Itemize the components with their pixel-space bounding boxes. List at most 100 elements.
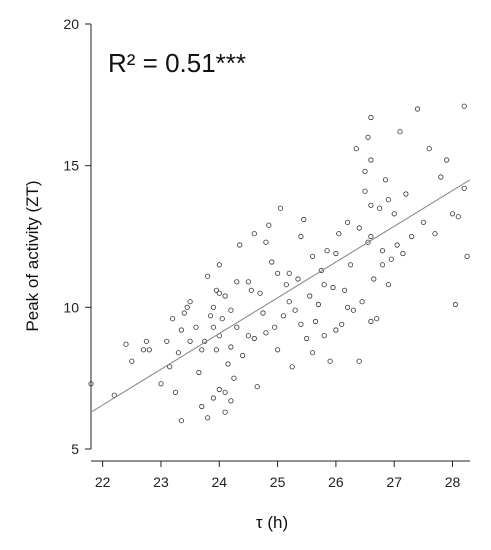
data-point (231, 375, 237, 381)
data-point (307, 293, 313, 299)
data-point (403, 191, 409, 197)
x-tick-label: 23 (153, 474, 169, 490)
data-point (385, 282, 391, 288)
data-point (178, 418, 184, 424)
data-point (350, 307, 356, 313)
data-point (420, 219, 426, 225)
data-point (301, 216, 307, 223)
r-squared-annotation: R² = 0.51*** (108, 48, 246, 78)
data-point (426, 146, 432, 152)
data-point (158, 381, 164, 387)
data-point (222, 409, 228, 415)
data-point (277, 205, 284, 211)
regression-line (90, 179, 471, 413)
data-point (362, 168, 368, 174)
data-point (376, 205, 383, 211)
data-point (280, 313, 286, 319)
data-point (260, 310, 266, 316)
data-point (347, 262, 354, 268)
data-point (199, 347, 205, 353)
data-point (321, 333, 327, 339)
data-point (123, 341, 129, 347)
data-point (184, 304, 190, 310)
data-point (309, 350, 316, 356)
data-point (237, 242, 243, 248)
data-point (234, 324, 240, 330)
data-point (356, 358, 362, 364)
data-point (289, 364, 295, 370)
data-point (330, 284, 336, 291)
data-point (170, 316, 176, 322)
data-point (199, 403, 205, 410)
data-point (248, 287, 254, 293)
data-point (368, 318, 374, 325)
data-point (409, 233, 415, 240)
data-point (222, 293, 228, 299)
data-point (333, 250, 339, 257)
data-point (245, 279, 251, 285)
data-point (374, 316, 380, 322)
data-point (286, 299, 292, 305)
data-point (216, 262, 222, 268)
y-tick-label: 15 (63, 158, 79, 174)
data-point (353, 146, 359, 152)
data-point (336, 231, 342, 237)
data-point (385, 197, 391, 203)
y-tick-label: 10 (63, 299, 79, 315)
x-tick-label: 25 (270, 474, 286, 490)
data-point (143, 338, 149, 344)
data-point (274, 270, 281, 276)
data-point (266, 222, 272, 228)
data-point (283, 282, 289, 288)
data-point (341, 287, 348, 293)
data-point (461, 185, 467, 191)
data-point (449, 211, 456, 217)
data-point (333, 327, 339, 333)
data-point (356, 225, 362, 231)
data-point (400, 250, 406, 257)
data-point (175, 350, 182, 356)
data-point (228, 344, 234, 350)
data-point (193, 324, 199, 330)
data-point (219, 316, 225, 322)
x-tick-label: 28 (445, 474, 461, 490)
data-point (228, 307, 234, 313)
data-point (257, 290, 263, 296)
data-point (397, 129, 403, 135)
data-point (344, 219, 351, 225)
data-point (368, 157, 374, 163)
x-ticks: 22 23 24 25 26 27 28 (95, 461, 461, 490)
data-point (187, 338, 193, 344)
data-point (391, 211, 397, 217)
x-tick-label: 24 (211, 474, 227, 490)
data-point (432, 231, 438, 237)
data-point (298, 321, 304, 327)
data-point (205, 415, 211, 421)
data-point (365, 134, 371, 140)
data-point (368, 114, 374, 121)
data-point (379, 262, 386, 268)
data-point (455, 214, 461, 220)
data-point (263, 239, 269, 245)
x-tick-label: 22 (95, 474, 111, 490)
data-point (292, 307, 298, 313)
data-point (172, 389, 179, 395)
data-point (414, 106, 421, 112)
data-point (167, 364, 173, 370)
data-point (196, 369, 202, 376)
x-tick-label: 27 (386, 474, 402, 490)
data-point (371, 276, 377, 282)
data-point (269, 259, 275, 265)
data-point (324, 248, 330, 254)
data-point (312, 318, 319, 325)
data-point (88, 381, 94, 387)
data-point (382, 177, 389, 183)
data-point (146, 347, 152, 353)
y-tick-label: 20 (63, 16, 79, 32)
data-point (295, 276, 301, 282)
data-point (129, 358, 135, 364)
data-point (210, 395, 216, 401)
data-point (213, 347, 219, 353)
data-point (365, 239, 371, 245)
